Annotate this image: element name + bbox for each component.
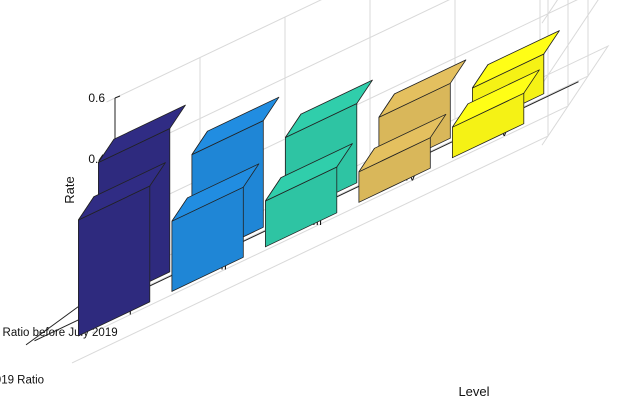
- bar-top-face: [171, 163, 260, 222]
- z-axis-label: Rate: [62, 176, 77, 203]
- gridline-floor: [71, 135, 549, 364]
- z-tick-label: 0.6: [88, 91, 105, 105]
- labels: Rate Level: [62, 176, 490, 399]
- bars: [78, 30, 560, 337]
- bar: [358, 113, 447, 203]
- bar: [171, 163, 260, 292]
- bar-top-face: [191, 96, 280, 156]
- bar-top-face: [471, 30, 560, 89]
- gridline-z: [106, 0, 599, 225]
- bar: [264, 143, 353, 248]
- bar: [78, 162, 166, 337]
- bar-top-face: [98, 104, 186, 163]
- series-label: Ratio before July 2019: [3, 327, 118, 339]
- x-axis-label: Level: [458, 384, 489, 399]
- bar-top-face: [451, 69, 540, 128]
- gridline-z: [106, 0, 322, 103]
- z-tick: [114, 95, 121, 99]
- gridline-z: [106, 0, 559, 164]
- gridline-floor: [91, 105, 569, 334]
- series-label: Post-July 2019 Ratio: [0, 375, 44, 387]
- bar-top-face: [264, 143, 353, 202]
- bar-top-face: [358, 113, 447, 173]
- bar-top-face: [284, 79, 373, 138]
- bar: [451, 69, 540, 159]
- bar-top-face: [78, 162, 166, 221]
- bar-top-face: [378, 59, 467, 118]
